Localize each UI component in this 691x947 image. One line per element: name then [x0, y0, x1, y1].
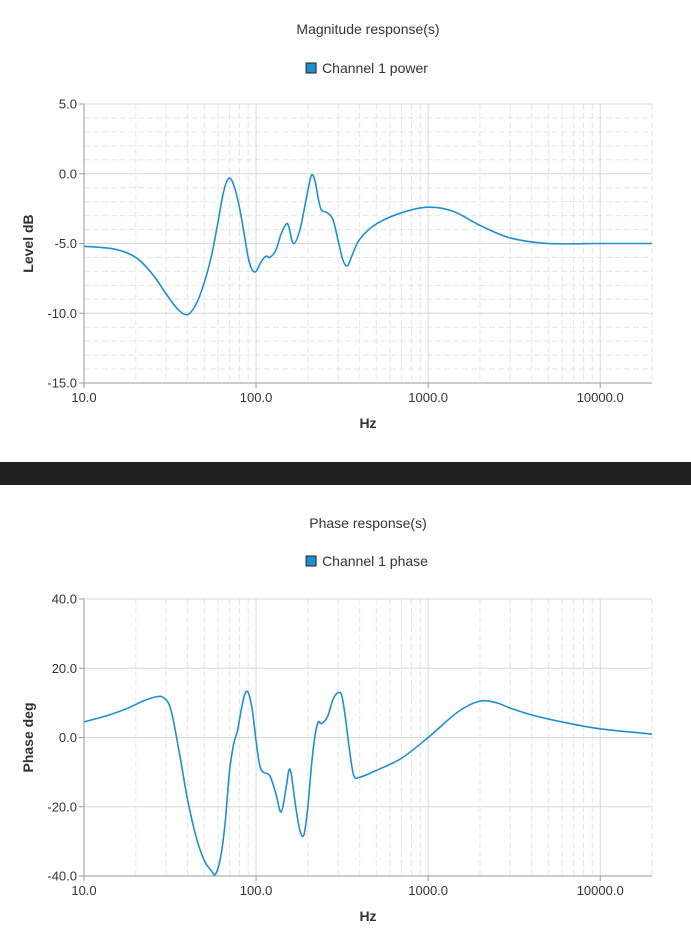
y-tick-label: -10.0 [47, 306, 77, 321]
legend-label: Channel 1 phase [322, 553, 428, 569]
y-tick-label: 20.0 [52, 661, 77, 676]
y-tick-label: -40.0 [47, 869, 77, 884]
magnitude-chart-panel: Magnitude response(s) Channel 1 power 5.0 0… [0, 0, 691, 462]
series-line [83, 690, 653, 876]
legend-swatch [305, 62, 317, 74]
x-tick-label: 100.0 [240, 883, 273, 898]
x-tick-label: 10000.0 [577, 883, 624, 898]
chart-title: Phase response(s) [309, 515, 427, 531]
y-tick-label: 5.0 [59, 97, 77, 112]
y-axis-label: Phase deg [20, 702, 36, 772]
x-tick-label: 10000.0 [577, 390, 624, 405]
x-axis-label: Hz [359, 415, 376, 431]
magnitude-chart: Magnitude response(s) Channel 1 power 5.0 0… [20, 21, 653, 431]
x-tick-label: 10.0 [71, 390, 96, 405]
legend[interactable]: Channel 1 phase [305, 553, 428, 569]
y-axis-label: Level dB [20, 214, 36, 272]
y-tick-label: 40.0 [52, 592, 77, 607]
legend-swatch [305, 555, 317, 567]
y-tick-label: 0.0 [59, 730, 77, 745]
x-axis-label: Hz [359, 908, 376, 924]
phase-chart-panel: Phase response(s) Channel 1 phase 40.0 20.0… [0, 485, 691, 947]
series-line [83, 173, 653, 316]
panel-divider[interactable] [0, 462, 691, 485]
x-tick-label: 10.0 [71, 883, 96, 898]
legend[interactable]: Channel 1 power [305, 60, 428, 76]
y-tick-label: 0.0 [59, 166, 77, 181]
phase-chart: Phase response(s) Channel 1 phase 40.0 20.0… [20, 515, 653, 924]
x-tick-label: 1000.0 [408, 883, 448, 898]
chart-title: Magnitude response(s) [296, 21, 439, 37]
grid [83, 598, 653, 877]
y-tick-label: -5.0 [55, 236, 77, 251]
y-tick-label: -20.0 [47, 799, 77, 814]
x-tick-label: 100.0 [240, 390, 273, 405]
y-tick-label: -15.0 [47, 376, 77, 391]
legend-label: Channel 1 power [322, 60, 428, 76]
x-tick-label: 1000.0 [408, 390, 448, 405]
